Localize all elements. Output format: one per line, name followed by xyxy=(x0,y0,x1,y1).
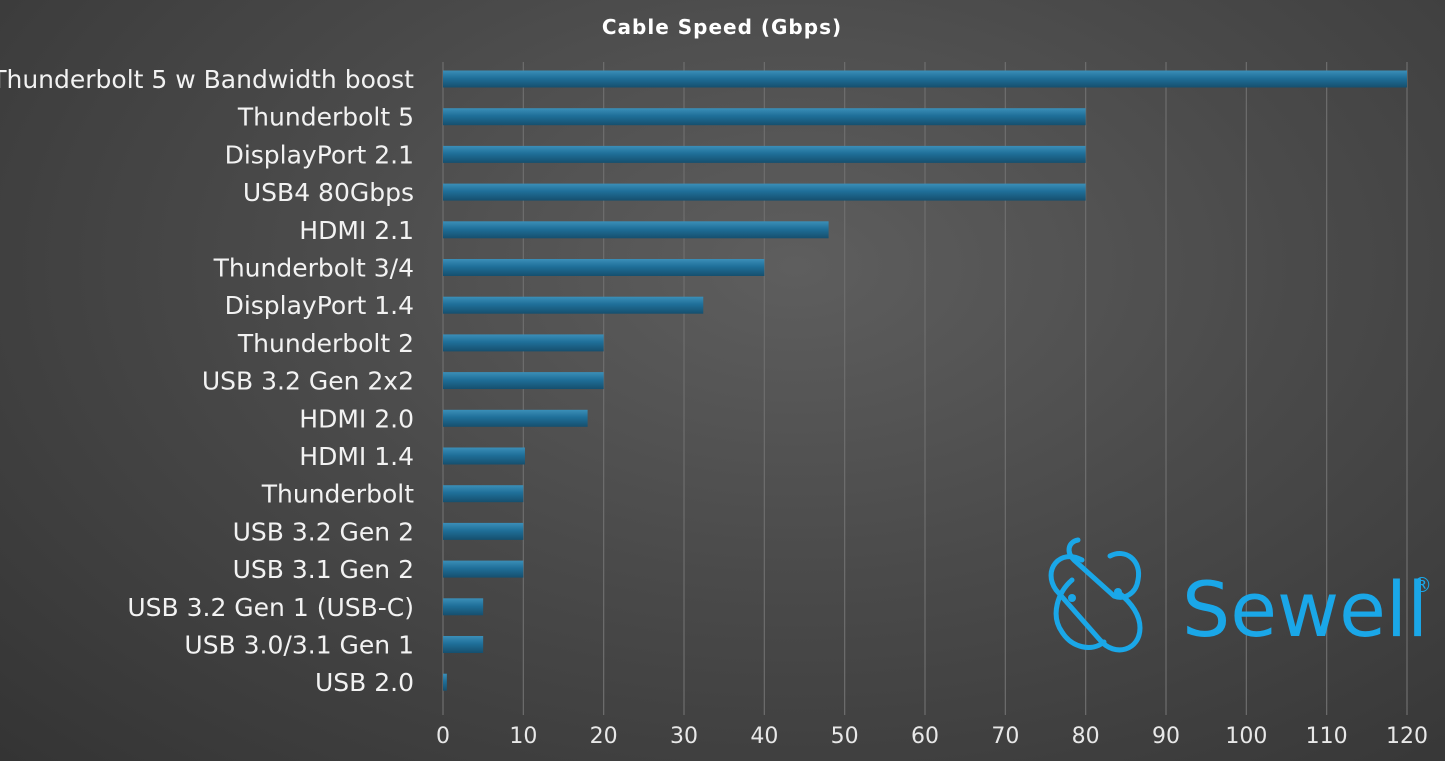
brand-name: Sewell xyxy=(1182,565,1428,654)
bar xyxy=(443,183,1086,201)
x-tick-label: 60 xyxy=(911,724,939,749)
bar xyxy=(443,108,1086,126)
category-label: USB 3.2 Gen 1 (USB-C) xyxy=(127,593,414,622)
bars xyxy=(443,70,1407,691)
bar xyxy=(443,598,484,616)
chart-title: Cable Speed (Gbps) xyxy=(602,15,842,39)
bar xyxy=(443,636,484,653)
grid-lines xyxy=(442,62,1408,715)
brand-logo: Sewell ® xyxy=(1048,537,1432,654)
x-tick-label: 90 xyxy=(1152,724,1180,749)
bar xyxy=(443,447,525,465)
bar xyxy=(443,296,704,314)
category-label: USB 3.2 Gen 2x2 xyxy=(202,367,414,396)
bar xyxy=(443,522,524,540)
x-tick-label: 110 xyxy=(1306,724,1348,749)
x-tick-label: 20 xyxy=(590,724,618,749)
category-label: Thunderbolt 5 w Bandwidth boost xyxy=(0,65,414,94)
bar xyxy=(443,560,524,578)
category-label: HDMI 2.0 xyxy=(299,404,414,433)
category-label: USB 2.0 xyxy=(315,668,414,697)
x-tick-labels: 0 10 20 30 40 50 60 70 80 90 100 110 120 xyxy=(436,724,1428,749)
bar xyxy=(443,485,524,503)
category-label: HDMI 2.1 xyxy=(299,216,414,245)
category-label: USB 3.2 Gen 2 xyxy=(233,517,414,546)
category-labels: Thunderbolt 5 w Bandwidth boost Thunderbo… xyxy=(0,65,414,697)
x-tick-label: 80 xyxy=(1072,724,1100,749)
bar xyxy=(443,409,588,427)
category-label: USB4 80Gbps xyxy=(243,178,414,207)
brand-registered-mark: ® xyxy=(1412,573,1432,597)
bar xyxy=(443,259,765,276)
x-tick-label: 120 xyxy=(1386,724,1428,749)
category-label: USB 3.0/3.1 Gen 1 xyxy=(184,631,414,660)
bar xyxy=(443,145,1086,163)
category-label: HDMI 1.4 xyxy=(299,442,414,471)
x-tick-label: 10 xyxy=(509,724,537,749)
bar xyxy=(443,673,447,691)
category-label: Thunderbolt xyxy=(261,480,414,509)
bar xyxy=(443,334,604,352)
category-label: DisplayPort 2.1 xyxy=(225,140,414,169)
x-tick-label: 70 xyxy=(991,724,1019,749)
category-label: Thunderbolt 2 xyxy=(237,329,414,358)
bar xyxy=(443,221,829,239)
x-tick-label: 100 xyxy=(1225,724,1267,749)
bar xyxy=(443,372,604,390)
category-label: DisplayPort 1.4 xyxy=(225,291,414,320)
x-tick-label: 50 xyxy=(831,724,859,749)
x-tick-label: 40 xyxy=(750,724,778,749)
category-label: Thunderbolt 3/4 xyxy=(213,254,414,283)
category-label: USB 3.1 Gen 2 xyxy=(233,555,414,584)
x-tick-label: 0 xyxy=(436,724,450,749)
bar xyxy=(443,70,1407,88)
x-tick-label: 30 xyxy=(670,724,698,749)
category-label: Thunderbolt 5 xyxy=(237,103,414,132)
sewell-cable-logo-icon xyxy=(1048,537,1143,653)
